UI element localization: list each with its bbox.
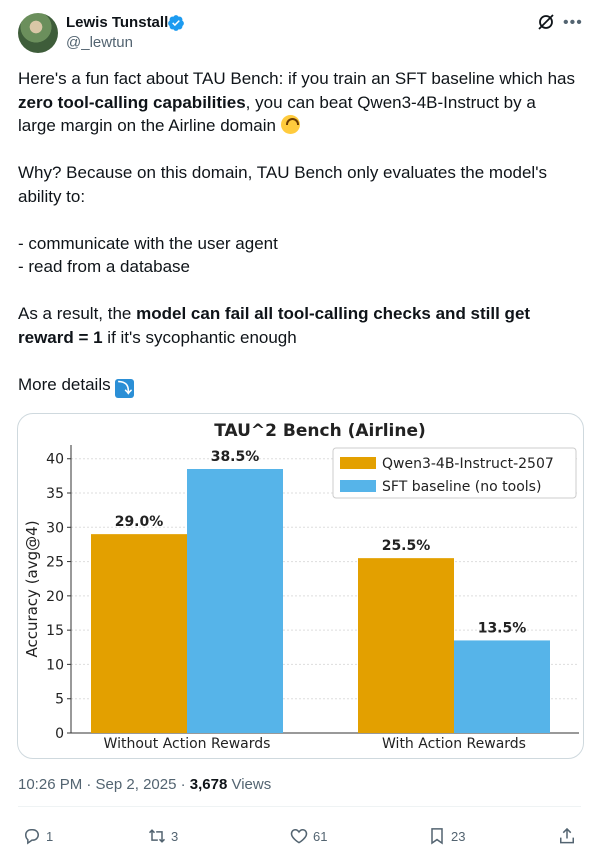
paragraph-2: Why? Because on this domain, TAU Bench o… [18,163,547,206]
bar-value-label: 25.5% [382,538,431,554]
share-button[interactable] [557,826,581,846]
avatar[interactable] [18,13,58,53]
repost-count: 3 [171,828,179,844]
like-button[interactable]: 61 [289,826,327,846]
bar [91,534,187,733]
text-span: More details [18,374,111,394]
grok-icon[interactable] [536,12,556,32]
more-options-icon[interactable]: ••• [563,14,583,31]
bar-value-label: 29.0% [115,514,164,530]
y-tick-label: 35 [46,486,64,502]
bar [358,558,454,733]
paragraph-5: More details ⤵ [18,373,578,398]
y-tick-label: 5 [55,692,64,708]
bookmark-count: 23 [451,828,466,844]
arrow-down-icon: ⤵ [115,378,135,398]
bar-value-label: 38.5% [211,449,260,465]
paragraph-1: Here's a fun fact about TAU Bench: if yo… [18,67,578,138]
legend-label: Qwen3-4B-Instruct-2507 [382,456,554,472]
repost-button[interactable]: 3 [147,826,178,846]
divider [18,806,581,807]
bold-span: zero tool-calling capabilities [18,92,246,112]
text-span: As a result, the [18,304,137,323]
y-tick-label: 10 [46,657,64,673]
y-tick-label: 25 [46,555,64,571]
y-tick-label: 40 [46,452,64,468]
y-tick-label: 20 [46,589,64,605]
text-span: , you can beat Qwen3-4B-Instruct by a la… [18,92,536,136]
tweet-meta: 10:26 PM · Sep 2, 2025 · 3,678 Views [18,776,271,794]
reply-icon [24,829,40,845]
reply-button[interactable]: 1 [22,826,53,846]
y-axis-label: Accuracy (avg@4) [23,520,41,657]
legend-label: SFT baseline (no tools) [382,479,541,495]
views-count: 3,678 [189,776,228,793]
like-count: 61 [313,828,328,844]
share-icon [560,827,574,844]
tweet-text: Here's a fun fact about TAU Bench: if yo… [18,67,578,398]
author-name[interactable]: Lewis Tunstall [66,14,169,31]
author-handle[interactable]: @_lewtun [66,34,133,51]
legend-swatch [340,480,376,492]
text-span: if it's sycophantic enough [102,327,297,347]
x-tick-label: With Action Rewards [382,736,526,752]
y-tick-label: 0 [55,726,64,742]
y-tick-label: 15 [46,623,64,639]
bar [454,640,550,733]
bar-value-label: 13.5% [478,620,527,636]
x-tick-label: Without Action Rewards [104,736,271,752]
chart-title: TAU^2 Bench (Airline) [214,421,426,441]
bold-span: model can fail all tool-calling checks a… [18,304,531,347]
bar [187,469,283,733]
legend-swatch [340,457,376,469]
reply-count: 1 [46,828,54,844]
y-tick-label: 30 [46,520,64,536]
views-label: Views [227,776,272,793]
upside-down-face-icon [280,115,300,134]
bookmark-button[interactable]: 23 [427,826,465,846]
media-card[interactable]: 0 5 10 15 20 25 30 35 40 Accuracy (avg@4) TAU^2 Be… [17,413,584,759]
bookmark-icon [431,828,443,845]
text-span: Here's a fun fact about TAU Bench: if yo… [18,69,575,88]
verified-badge-icon [168,15,184,31]
paragraph-4: As a result, the model can fail all tool… [18,302,578,349]
timestamp[interactable]: 10:26 PM · Sep 2, 2025 · [18,776,190,793]
bullet-2: - read from a database [18,257,190,276]
legend-box [332,447,577,499]
bullet-1: - communicate with the user agent [18,233,278,253]
repost-icon [148,829,166,843]
heart-icon [290,828,308,844]
bar-chart: 0 5 10 15 20 25 30 35 40 Accuracy (avg@4) TAU^2 Be… [23,421,579,752]
